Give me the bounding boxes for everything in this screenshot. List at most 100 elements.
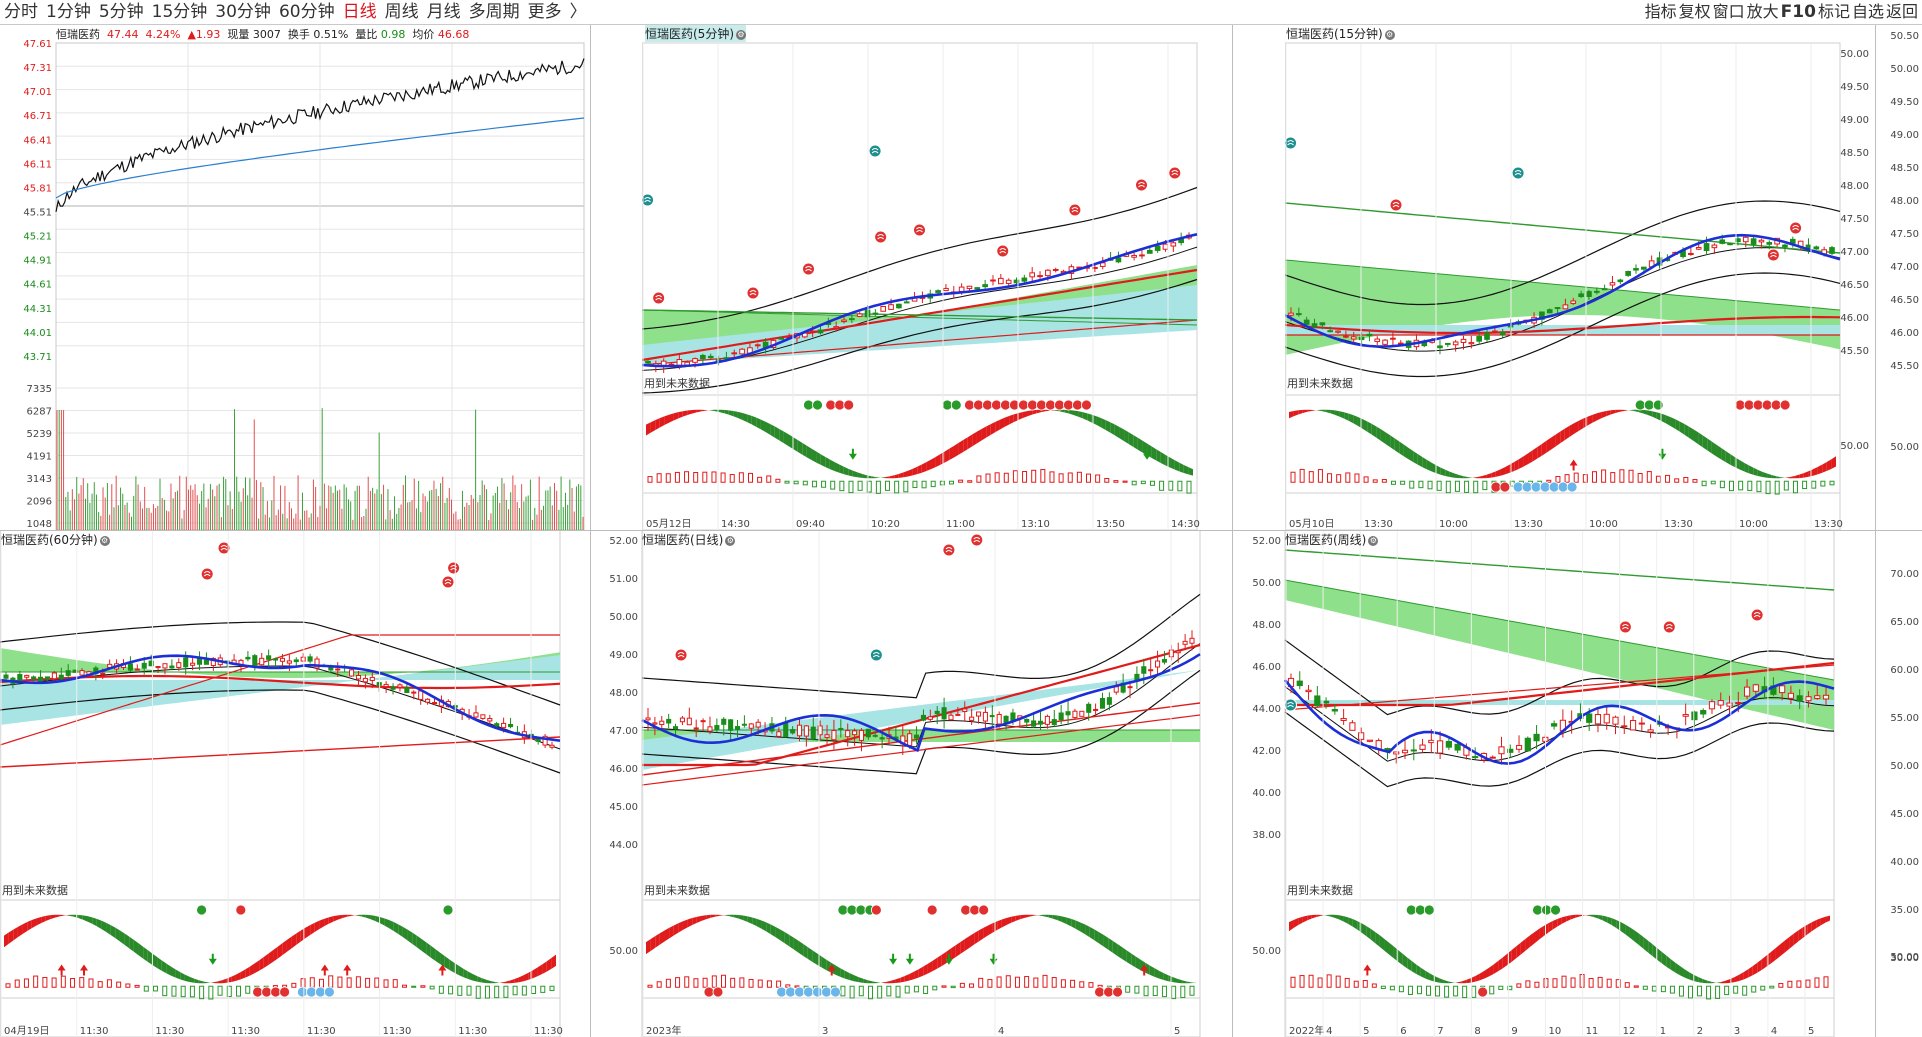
signal-pill bbox=[821, 986, 832, 998]
indicator-ribbon bbox=[286, 936, 292, 952]
tab-30min[interactable]: 30分钟 bbox=[215, 2, 271, 22]
m60-title[interactable]: 恒瑞医药(60分钟) ⚙ bbox=[1, 533, 110, 547]
indicator-ribbon bbox=[1670, 417, 1676, 429]
m15-panel[interactable]: 恒瑞医药(15分钟) ⚙ 50.00 49.50 49.00 48.50 48.00 47.… bbox=[1285, 25, 1875, 530]
candle-body bbox=[948, 714, 954, 721]
indicator-ribbon bbox=[765, 421, 771, 435]
red-ma-line bbox=[1284, 664, 1835, 711]
candle-body bbox=[1750, 238, 1757, 245]
candle-body bbox=[307, 656, 313, 662]
tab-timeshare[interactable]: 分时 bbox=[4, 2, 38, 22]
indicator-button[interactable]: 指标 bbox=[1644, 2, 1677, 21]
candle-body bbox=[927, 716, 933, 720]
mark-button[interactable]: 标记 bbox=[1817, 2, 1850, 21]
indicator-ribbon bbox=[300, 927, 306, 942]
chevron-right-icon[interactable]: 〉 bbox=[569, 2, 587, 22]
indicator-ribbon bbox=[444, 955, 450, 970]
tab-weekly[interactable]: 周线 bbox=[384, 2, 419, 22]
tab-60min[interactable]: 60分钟 bbox=[278, 2, 335, 22]
macd-bar bbox=[1525, 980, 1531, 988]
indicator-ribbon bbox=[737, 411, 743, 420]
indicator-ribbon bbox=[1525, 935, 1530, 951]
indicator-ribbon bbox=[673, 412, 679, 421]
f10-button[interactable]: F10 bbox=[1780, 2, 1816, 22]
weekly-title[interactable]: 恒瑞医药(周线) ⚙ bbox=[1285, 533, 1379, 547]
macd-bar bbox=[236, 985, 242, 997]
tab-more[interactable]: 更多 bbox=[527, 2, 562, 22]
tab-1min[interactable]: 1分钟 bbox=[46, 2, 91, 22]
candle-body bbox=[1586, 713, 1593, 723]
zoom-button[interactable]: 放大 bbox=[1746, 2, 1779, 21]
indicator-ribbon bbox=[514, 977, 519, 983]
watchlist-button[interactable]: 自选 bbox=[1851, 2, 1884, 21]
x-axis-label: 13:50 bbox=[1096, 519, 1125, 530]
candle-body bbox=[934, 710, 940, 715]
m5-title[interactable]: 恒瑞医药(5分钟) ⚙ bbox=[645, 25, 746, 42]
x-axis-label: 11:30 bbox=[383, 1026, 412, 1037]
indicator-ribbon bbox=[1679, 421, 1685, 435]
weekly-panel[interactable]: 恒瑞医药(周线) ⚙ 52.00 50.00 48.00 46.00 44.00 42.00… bbox=[1232, 530, 1875, 1037]
macd-bar bbox=[1651, 985, 1657, 992]
candle-body bbox=[1766, 242, 1773, 245]
signal-pill bbox=[1045, 399, 1056, 411]
candle-body bbox=[817, 329, 824, 334]
candle-body bbox=[833, 326, 839, 329]
macd-bar bbox=[33, 975, 39, 988]
indicator-ribbon bbox=[1445, 469, 1450, 477]
candle-body bbox=[1437, 345, 1443, 349]
indicator-ribbon bbox=[1142, 440, 1148, 456]
m60-panel[interactable]: 恒瑞医药(60分钟) ⚙ 04月19日 11:30 11:30 11:30 11:30 11… bbox=[0, 530, 590, 1037]
macd-bar bbox=[1113, 480, 1119, 483]
indicator-ribbon bbox=[1024, 914, 1030, 918]
m15-title[interactable]: 恒瑞医药(15分钟) ⚙ bbox=[1286, 27, 1395, 41]
indicator-ribbon bbox=[1457, 981, 1462, 984]
macd-bar bbox=[1122, 480, 1128, 483]
macd-bar bbox=[411, 985, 417, 988]
indicator-ribbon bbox=[249, 963, 255, 976]
candle-body bbox=[494, 723, 500, 727]
candle-body bbox=[1787, 692, 1795, 699]
intraday-panel[interactable]: 恒瑞医药 47.44 4.24% ▲1.93 现量 3007 换手 0.51% … bbox=[0, 25, 590, 530]
candle-body bbox=[1079, 710, 1085, 717]
indicator-ribbon bbox=[1443, 979, 1449, 984]
indicator-ribbon bbox=[1420, 967, 1426, 979]
indicator-ribbon bbox=[1642, 409, 1648, 415]
m5-panel[interactable]: 恒瑞医药(5分钟) ⚙ 05月12日 14:30 09:40 10:20 11:00 13:… bbox=[642, 25, 1232, 530]
adjust-button[interactable]: 复权 bbox=[1678, 2, 1711, 21]
signal-icon-mark bbox=[1138, 182, 1145, 188]
candle-body bbox=[852, 730, 858, 736]
window-button[interactable]: 窗口 bbox=[1712, 2, 1745, 21]
macd-bar bbox=[1327, 473, 1333, 483]
back-button[interactable]: 返回 bbox=[1885, 2, 1918, 21]
macd-bar bbox=[448, 985, 454, 995]
indicator-ribbon bbox=[853, 975, 859, 983]
candle-body bbox=[1170, 242, 1177, 247]
tab-15min[interactable]: 15分钟 bbox=[151, 2, 208, 22]
signal-icon-mark bbox=[805, 266, 812, 272]
tab-multi-period[interactable]: 多周期 bbox=[468, 2, 520, 22]
signal-pill bbox=[703, 986, 715, 998]
indicator-ribbon bbox=[1698, 977, 1703, 983]
tab-daily[interactable]: 日线 bbox=[342, 2, 377, 22]
indicator-ribbon bbox=[1670, 959, 1676, 973]
macd-bar bbox=[1692, 479, 1698, 483]
macd-bar bbox=[1381, 479, 1387, 483]
price-tick: 38.00 bbox=[1252, 830, 1281, 841]
indicator-ribbon bbox=[518, 975, 524, 983]
indicator-ribbon bbox=[1514, 459, 1519, 471]
daily-title[interactable]: 恒瑞医药(日线) ⚙ bbox=[642, 533, 736, 547]
x-axis-label: 6 bbox=[1400, 1026, 1406, 1037]
indicator-ribbon bbox=[756, 417, 761, 430]
indicator-ribbon bbox=[1149, 965, 1155, 977]
indicator-ribbon bbox=[4, 932, 9, 948]
tab-monthly[interactable]: 月线 bbox=[426, 2, 461, 22]
tab-5min[interactable]: 5分钟 bbox=[98, 2, 144, 22]
candle-body bbox=[1311, 323, 1318, 328]
candle-body bbox=[1629, 720, 1637, 731]
macd-bar bbox=[1371, 983, 1377, 988]
signal-pill bbox=[442, 904, 454, 916]
indicator-ribbon bbox=[775, 926, 781, 941]
indicator-ribbon bbox=[1078, 411, 1083, 419]
candle-body bbox=[24, 674, 30, 678]
daily-panel[interactable]: 恒瑞医药(日线) ⚙ 52.00 51.00 50.00 49.00 48.00 47.00… bbox=[590, 530, 1232, 1037]
